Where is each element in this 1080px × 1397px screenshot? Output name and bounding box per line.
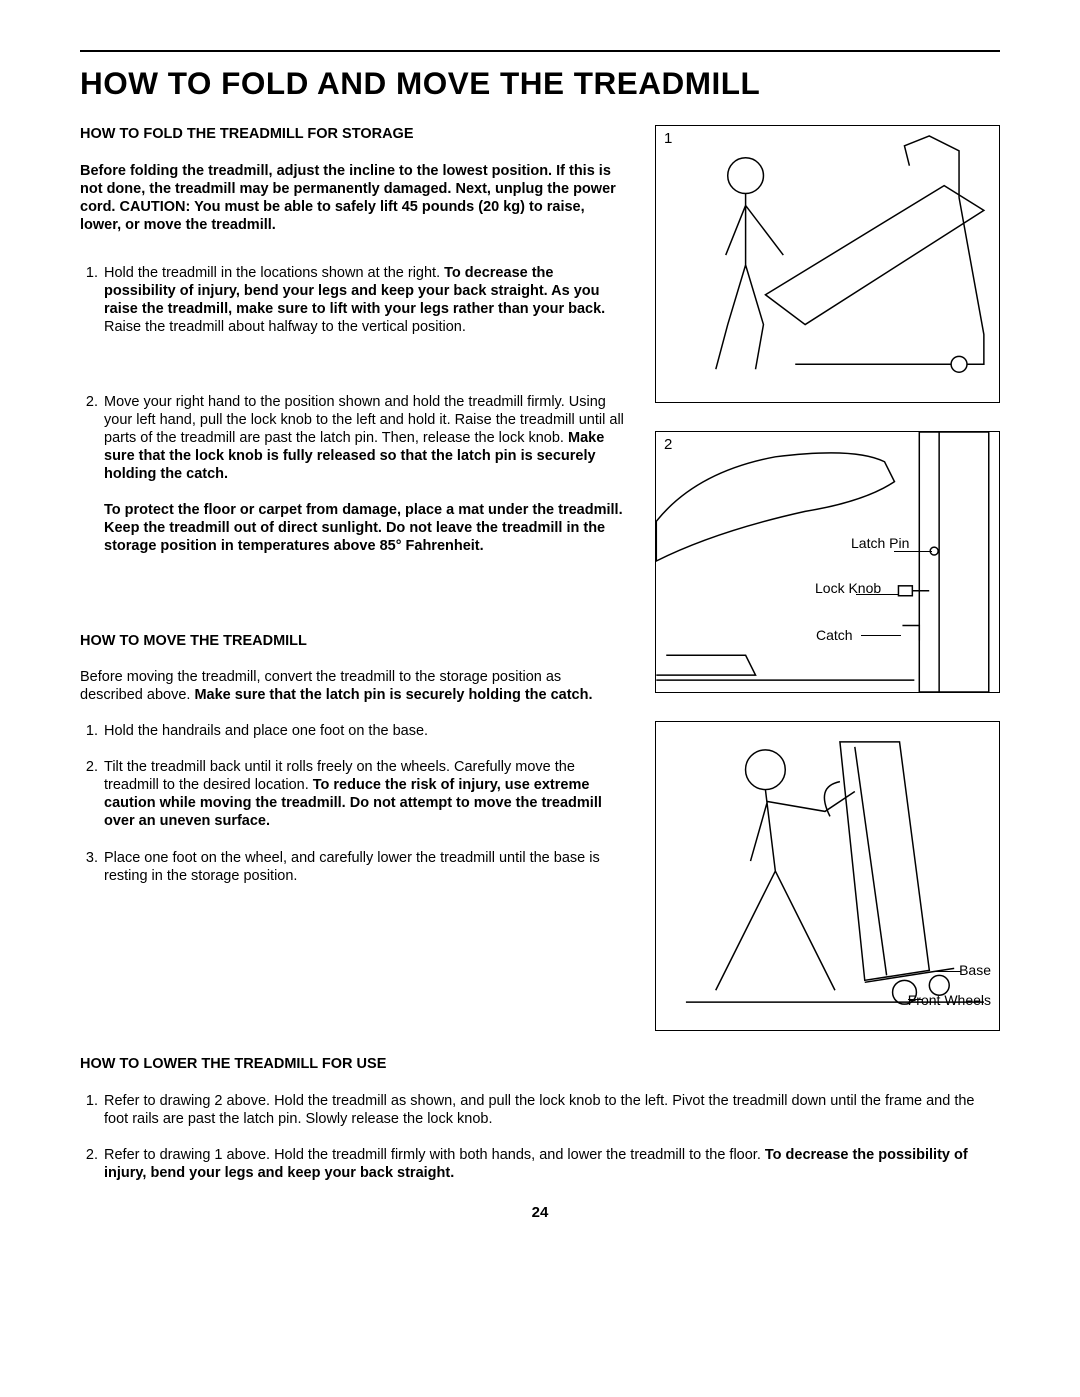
move-steps: Hold the handrails and place one foot on… <box>80 722 627 885</box>
lower-step-1: Refer to drawing 2 above. Hold the tread… <box>102 1092 1000 1128</box>
leader-base <box>936 971 961 972</box>
page-title: HOW TO FOLD AND MOVE THE TREADMILL <box>80 64 1000 103</box>
label-base: Base <box>959 962 991 980</box>
manual-page: HOW TO FOLD AND MOVE THE TREADMILL HOW T… <box>0 0 1080 1397</box>
fold-heading: HOW TO FOLD THE TREADMILL FOR STORAGE <box>80 125 627 143</box>
figure-1-num: 1 <box>664 130 672 149</box>
lower-steps: Refer to drawing 2 above. Hold the tread… <box>80 1092 1000 1183</box>
leader-latch-pin <box>894 551 932 552</box>
page-number: 24 <box>80 1204 1000 1223</box>
figure-2: 2 Latch P <box>655 431 1000 693</box>
text: Refer to drawing 1 above. Hold the tread… <box>104 1147 765 1163</box>
label-front-wheels: Front Wheels <box>908 992 991 1010</box>
text: Hold the treadmill in the locations show… <box>104 265 444 281</box>
figure-2-num: 2 <box>664 436 672 455</box>
figure-3-svg <box>656 722 999 1030</box>
leader-catch <box>861 635 901 636</box>
text: Move your right hand to the position sho… <box>104 394 624 446</box>
move-step-2: Tilt the treadmill back until it rolls f… <box>102 758 627 831</box>
text-bold: Make sure that the latch pin is securely… <box>194 687 592 703</box>
text-bold: To protect the floor or carpet from dama… <box>104 502 623 554</box>
figure-1: 1 <box>655 125 1000 403</box>
left-column: HOW TO FOLD THE TREADMILL FOR STORAGE Be… <box>80 125 627 1031</box>
lower-heading: HOW TO LOWER THE TREADMILL FOR USE <box>80 1055 1000 1073</box>
label-catch: Catch <box>816 627 853 645</box>
figure-1-svg <box>656 126 999 402</box>
move-step-3: Place one foot on the wheel, and careful… <box>102 849 627 885</box>
move-heading: HOW TO MOVE THE TREADMILL <box>80 632 627 650</box>
fold-step-1: Hold the treadmill in the locations show… <box>102 264 627 337</box>
fold-steps: Hold the treadmill in the locations show… <box>80 264 627 556</box>
leader-lock-knob <box>856 594 898 595</box>
lower-section: HOW TO LOWER THE TREADMILL FOR USE Refer… <box>80 1055 1000 1182</box>
fold-step-2: Move your right hand to the position sho… <box>102 393 627 556</box>
figure-3: Base Front Wheels <box>655 721 1000 1031</box>
two-column-layout: HOW TO FOLD THE TREADMILL FOR STORAGE Be… <box>80 125 1000 1031</box>
lower-step-2: Refer to drawing 1 above. Hold the tread… <box>102 1146 1000 1182</box>
move-intro: Before moving the treadmill, convert the… <box>80 668 627 704</box>
top-rule <box>80 50 1000 52</box>
move-step-1: Hold the handrails and place one foot on… <box>102 722 627 740</box>
fold-intro: Before folding the treadmill, adjust the… <box>80 162 627 235</box>
right-column: 1 2 <box>655 125 1000 1031</box>
text: Raise the treadmill about halfway to the… <box>104 319 466 335</box>
label-latch-pin: Latch Pin <box>851 535 909 553</box>
leader-front-wheels <box>908 999 922 1000</box>
figure-2-svg <box>656 432 999 692</box>
